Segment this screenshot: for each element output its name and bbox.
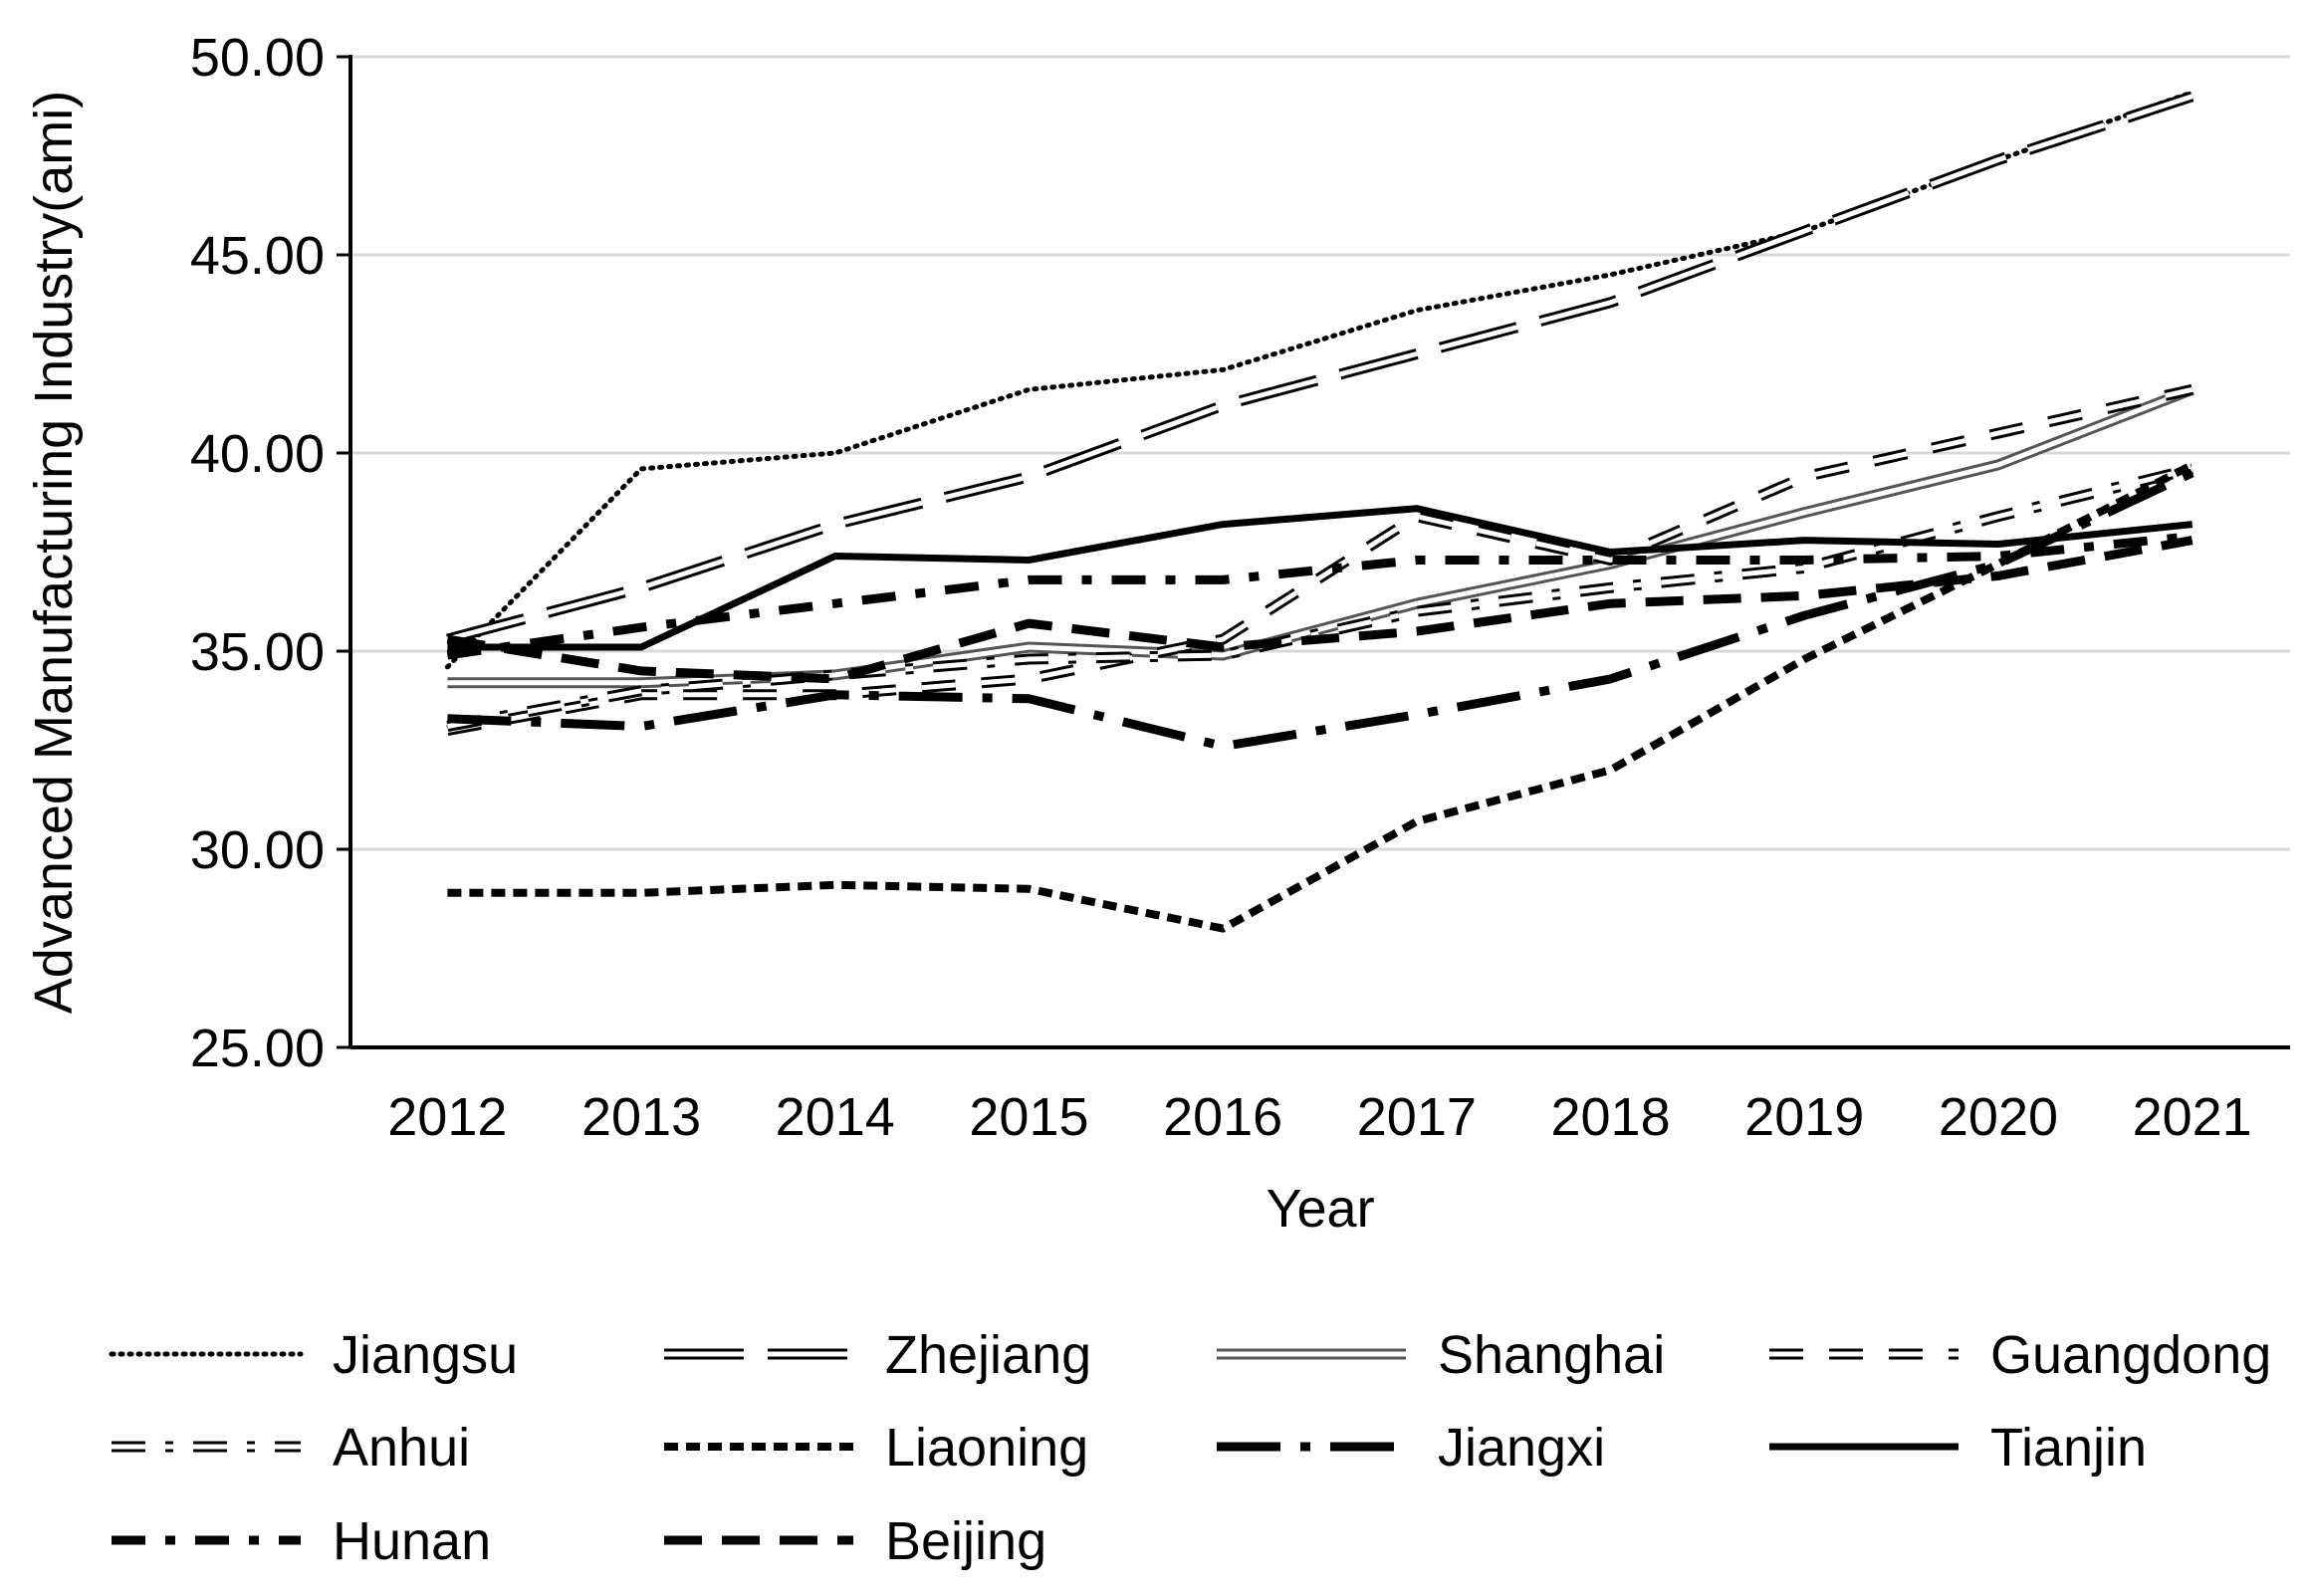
legend-label: Liaoning	[885, 1418, 1088, 1478]
x-tick-label: 2017	[1357, 1087, 1477, 1147]
x-tick-label: 2016	[1163, 1087, 1282, 1147]
legend-label: Hunan	[333, 1511, 491, 1571]
legend: Jiangsu Zhejiang Shanghai Guangdong Anhui Lia…	[112, 1325, 2271, 1571]
legend-label: Shanghai	[1438, 1325, 1665, 1385]
x-tick-label: 2015	[969, 1087, 1088, 1147]
series-zhejiang	[447, 97, 2192, 640]
x-tick-label: 2013	[581, 1087, 701, 1147]
x-tick-label: 2018	[1550, 1087, 1670, 1147]
legend-item-zhejiang: Zhejiang	[664, 1325, 1091, 1385]
x-tick-label: 2021	[2133, 1087, 2252, 1147]
y-tick-label: 35.00	[190, 622, 325, 682]
y-tick-label: 50.00	[190, 28, 325, 88]
legend-item-hunan: Hunan	[112, 1511, 491, 1571]
series-line-zhejiang-inner	[447, 97, 2192, 639]
legend-label: Jiangsu	[333, 1325, 518, 1385]
legend-item-anhui: Anhui	[112, 1418, 470, 1478]
legend-label: Tianjin	[1990, 1418, 2147, 1478]
legend-item-guangdong: Guangdong	[1769, 1325, 2271, 1385]
y-tick-label: 25.00	[190, 1019, 325, 1078]
legend-label: Guangdong	[1990, 1325, 2271, 1385]
legend-item-tianjin: Tianjin	[1769, 1418, 2147, 1478]
y-tick-label: 45.00	[190, 226, 325, 286]
x-tick-label: 2012	[387, 1087, 507, 1147]
legend-label: Zhejiang	[885, 1325, 1091, 1385]
series-line-zhejiang	[447, 97, 2192, 639]
legend-label: Anhui	[333, 1418, 470, 1478]
y-tick-label: 30.00	[190, 820, 325, 880]
legend-item-jiangsu: Jiangsu	[112, 1325, 518, 1385]
legend-label: Jiangxi	[1438, 1418, 1605, 1478]
x-axis-title: Year	[1266, 1179, 1374, 1239]
legend-item-shanghai: Shanghai	[1217, 1325, 1665, 1385]
x-tick-label: 2019	[1744, 1087, 1864, 1147]
y-axis-title: Advanced Manufacturing Industry(ami)	[24, 91, 84, 1014]
y-tick-label: 40.00	[190, 424, 325, 484]
legend-label: Beijing	[885, 1511, 1046, 1571]
x-tick-label: 2014	[776, 1087, 895, 1147]
legend-item-beijing: Beijing	[664, 1511, 1046, 1571]
x-tick-label: 2020	[1939, 1087, 2058, 1147]
legend-item-liaoning: Liaoning	[664, 1418, 1088, 1478]
legend-item-jiangxi: Jiangxi	[1217, 1418, 1605, 1478]
axes	[337, 55, 2290, 1047]
series-lines	[447, 93, 2192, 929]
